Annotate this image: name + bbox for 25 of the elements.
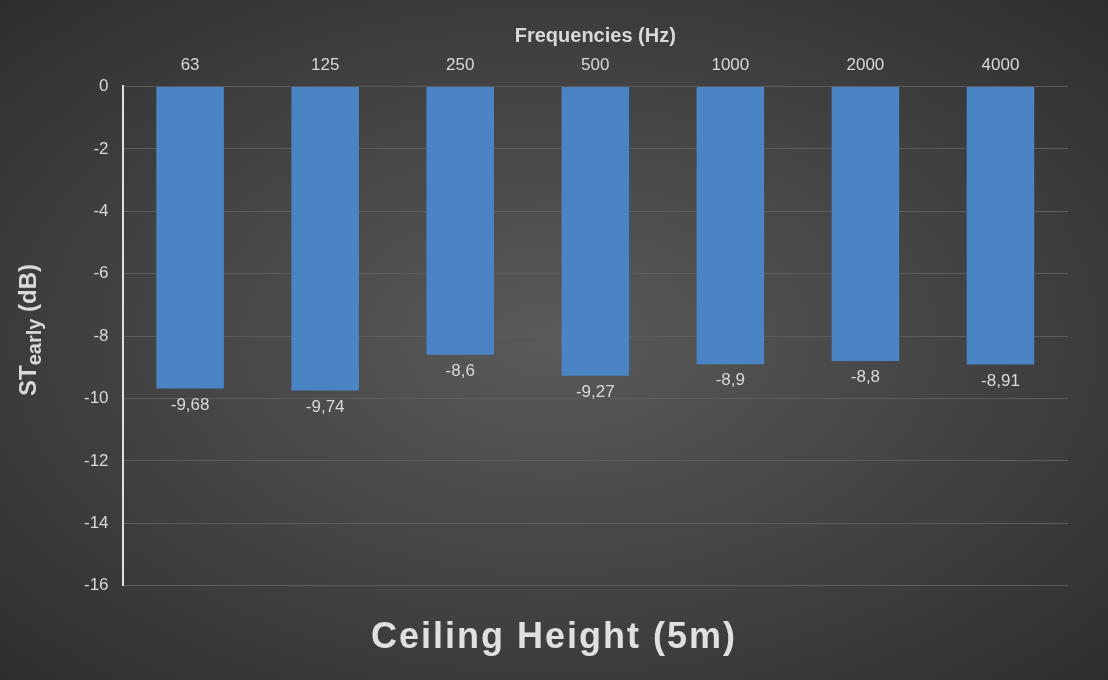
data-label: -8,8 [850, 367, 881, 387]
text: Ceiling Height (5m) [370, 615, 738, 657]
data-label: -9,27 [575, 381, 615, 401]
y-tick-label: 0 [99, 76, 109, 96]
x-tick-label: 4000 [981, 54, 1020, 74]
x-tick-label: 63 [180, 54, 200, 74]
y-tick-label: -2 [93, 138, 109, 158]
x-tick-label: 2000 [846, 54, 885, 74]
y-tick-label: -4 [93, 200, 109, 220]
data-label: -8,6 [445, 361, 475, 381]
data-label: -8,9 [715, 370, 745, 390]
x-axis-title: Frequencies (Hz) [514, 23, 676, 46]
y-tick-label: -16 [83, 575, 109, 595]
y-tick-label: -10 [83, 388, 109, 408]
y-tick-label: -12 [83, 450, 109, 470]
x-tick-label: 1000 [711, 54, 750, 74]
y-tick-label: -8 [93, 325, 109, 345]
x-tick-label: 250 [446, 54, 475, 74]
y-tick-label: -6 [93, 263, 109, 283]
x-tick-label: 125 [310, 54, 340, 74]
y-tick-label: -14 [83, 513, 109, 533]
x-tick-label: 500 [581, 54, 610, 74]
data-label: -8,91 [981, 370, 1020, 390]
data-label: -9,68 [170, 394, 210, 414]
data-label: -9,74 [305, 396, 345, 416]
